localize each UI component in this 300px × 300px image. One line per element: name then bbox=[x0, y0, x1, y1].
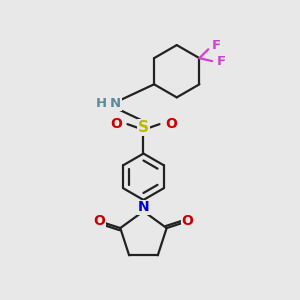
Text: H: H bbox=[96, 98, 107, 110]
Text: F: F bbox=[212, 40, 220, 52]
Text: N: N bbox=[110, 98, 121, 110]
Text: F: F bbox=[217, 55, 226, 68]
Text: N: N bbox=[138, 200, 149, 214]
Text: S: S bbox=[138, 120, 149, 135]
Text: O: O bbox=[93, 214, 105, 228]
Text: O: O bbox=[165, 117, 177, 131]
Text: O: O bbox=[110, 117, 122, 131]
Text: O: O bbox=[182, 214, 194, 228]
